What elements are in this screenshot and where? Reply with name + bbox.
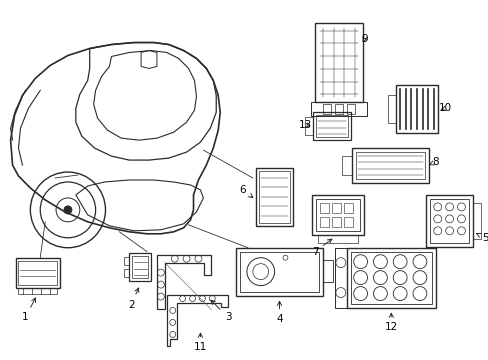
Bar [395,85,437,133]
Bar [323,104,330,114]
Bar [236,248,323,296]
Bar [331,217,340,227]
Bar [255,168,293,226]
Bar [124,269,129,276]
Bar [240,252,319,292]
Bar [305,117,312,135]
Bar [387,95,395,123]
Text: 4: 4 [276,301,282,324]
Bar [472,203,480,239]
Text: 7: 7 [311,239,331,257]
Bar [355,152,424,179]
Bar [343,217,352,227]
Bar [429,199,468,243]
Bar [315,115,347,137]
Bar [320,203,328,213]
Bar [320,217,328,227]
Bar [323,260,332,282]
Text: 10: 10 [438,103,451,113]
Bar [425,195,472,247]
Bar [343,203,352,213]
Bar [331,203,340,213]
Bar [19,261,57,285]
Circle shape [64,206,72,214]
Bar [334,248,346,307]
Bar [19,288,57,293]
Bar [132,256,148,278]
Text: 5: 5 [475,233,488,243]
Bar [314,23,362,102]
Bar [258,171,290,223]
Bar [310,102,366,116]
Text: 11: 11 [193,333,206,352]
Bar [346,104,354,114]
Bar [124,257,129,265]
Bar [350,252,431,303]
Text: 2: 2 [128,288,139,310]
Bar [311,195,363,235]
Text: 9: 9 [361,33,367,44]
Text: 12: 12 [384,313,397,332]
Bar [346,248,435,307]
Text: 13: 13 [298,120,311,130]
Bar [16,258,60,288]
Bar [351,148,428,183]
Bar [334,104,342,114]
Bar [129,253,151,280]
Text: 6: 6 [239,185,252,198]
Text: 1: 1 [22,298,36,323]
Text: 3: 3 [211,300,231,323]
Bar [341,156,351,175]
Bar [312,112,350,140]
Bar [315,199,359,231]
Bar [318,235,357,243]
Text: 8: 8 [428,157,438,167]
